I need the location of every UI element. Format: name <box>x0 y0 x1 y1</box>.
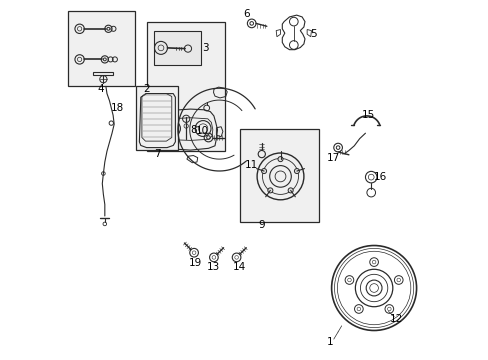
Text: 18: 18 <box>111 103 124 113</box>
Bar <box>68 11 134 86</box>
Circle shape <box>277 157 283 162</box>
Text: 19: 19 <box>188 258 202 268</box>
Text: 4: 4 <box>98 84 104 94</box>
Text: 12: 12 <box>389 314 402 324</box>
Text: 1: 1 <box>326 337 333 347</box>
Bar <box>153 31 200 65</box>
Text: 9: 9 <box>258 220 264 230</box>
Text: 17: 17 <box>326 153 340 163</box>
Bar <box>240 129 319 222</box>
Circle shape <box>261 168 266 174</box>
Bar <box>136 86 178 150</box>
Text: 5: 5 <box>310 29 316 39</box>
Circle shape <box>267 188 272 193</box>
Text: 13: 13 <box>207 262 220 272</box>
Text: 16: 16 <box>373 172 386 183</box>
Text: 6: 6 <box>243 9 250 19</box>
Bar <box>147 22 224 151</box>
Circle shape <box>287 188 293 193</box>
Text: 10: 10 <box>195 126 208 136</box>
Text: 8: 8 <box>190 125 196 135</box>
Text: 2: 2 <box>143 84 150 94</box>
Text: 7: 7 <box>153 149 160 159</box>
Text: 11: 11 <box>244 160 258 170</box>
Text: 15: 15 <box>361 110 374 120</box>
Circle shape <box>294 168 299 174</box>
Text: 14: 14 <box>232 262 245 272</box>
Text: 3: 3 <box>202 43 208 53</box>
